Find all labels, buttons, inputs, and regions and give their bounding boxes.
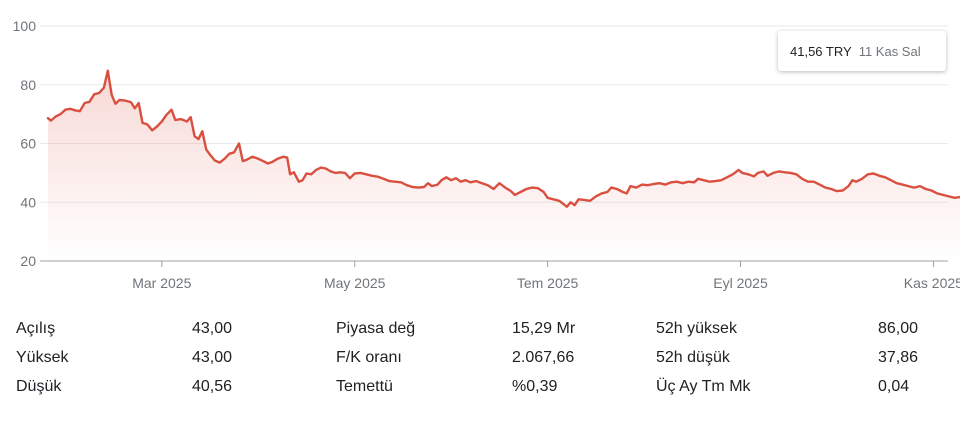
stat-value: 0,04 [878, 378, 910, 395]
y-tick-label: 40 [20, 194, 36, 210]
stat-label: Yüksek [16, 349, 69, 366]
stats-row: Açılış 43,00 Piyasa değ 15,29 Mr 52h yük… [0, 320, 960, 344]
stats-row: Yüksek 43,00 F/K oranı 2.067,66 52h düşü… [0, 349, 960, 373]
y-axis-ticks: 100 80 60 40 20 [13, 18, 37, 269]
tooltip-price: 41,56 TRY [790, 43, 852, 59]
y-tick-label: 100 [13, 18, 37, 34]
y-tick-label: 60 [20, 136, 36, 152]
stats-row: Düşük 40,56 Temettü %0,39 Üç Ay Tm Mk 0,… [0, 378, 960, 402]
stat-value: 15,29 Mr [512, 320, 576, 337]
stat-label: Üç Ay Tm Mk [656, 378, 751, 395]
tooltip-date: 11 Kas Sal [858, 43, 921, 59]
x-axis-ticks: Mar 2025 May 2025 Tem 2025 Eyl 2025 Kas 2025 [132, 261, 960, 291]
stat-value: 43,00 [192, 320, 233, 337]
stat-label: Açılış [16, 320, 56, 337]
x-tick-label: Eyl 2025 [713, 275, 768, 291]
x-tick-label: Tem 2025 [517, 275, 579, 291]
stat-value: %0,39 [512, 378, 558, 395]
x-tick-label: May 2025 [324, 275, 386, 291]
y-tick-label: 80 [20, 77, 36, 93]
stat-value: 40,56 [192, 378, 233, 395]
price-area-fill [48, 70, 960, 261]
price-tooltip: 41,56 TRY 11 Kas Sal [778, 31, 946, 71]
stat-label: F/K oranı [336, 349, 402, 366]
stat-label: Temettü [336, 378, 393, 395]
x-tick-label: Kas 2025 [904, 275, 960, 291]
x-tick-label: Mar 2025 [132, 275, 191, 291]
stat-label: 52h düşük [656, 349, 730, 366]
price-line [46, 69, 960, 208]
stat-value: 86,00 [878, 320, 919, 337]
stat-label: Düşük [16, 378, 62, 395]
stat-label: Piyasa değ [336, 320, 416, 337]
stat-value: 2.067,66 [512, 349, 575, 366]
price-chart[interactable]: 100 80 60 40 20 Mar 2025 May 2025 Tem 2025 Eyl … [0, 0, 960, 300]
y-tick-label: 20 [20, 253, 36, 269]
stat-value: 43,00 [192, 349, 233, 366]
stat-label: 52h yüksek [656, 320, 737, 337]
stat-value: 37,86 [878, 349, 919, 366]
